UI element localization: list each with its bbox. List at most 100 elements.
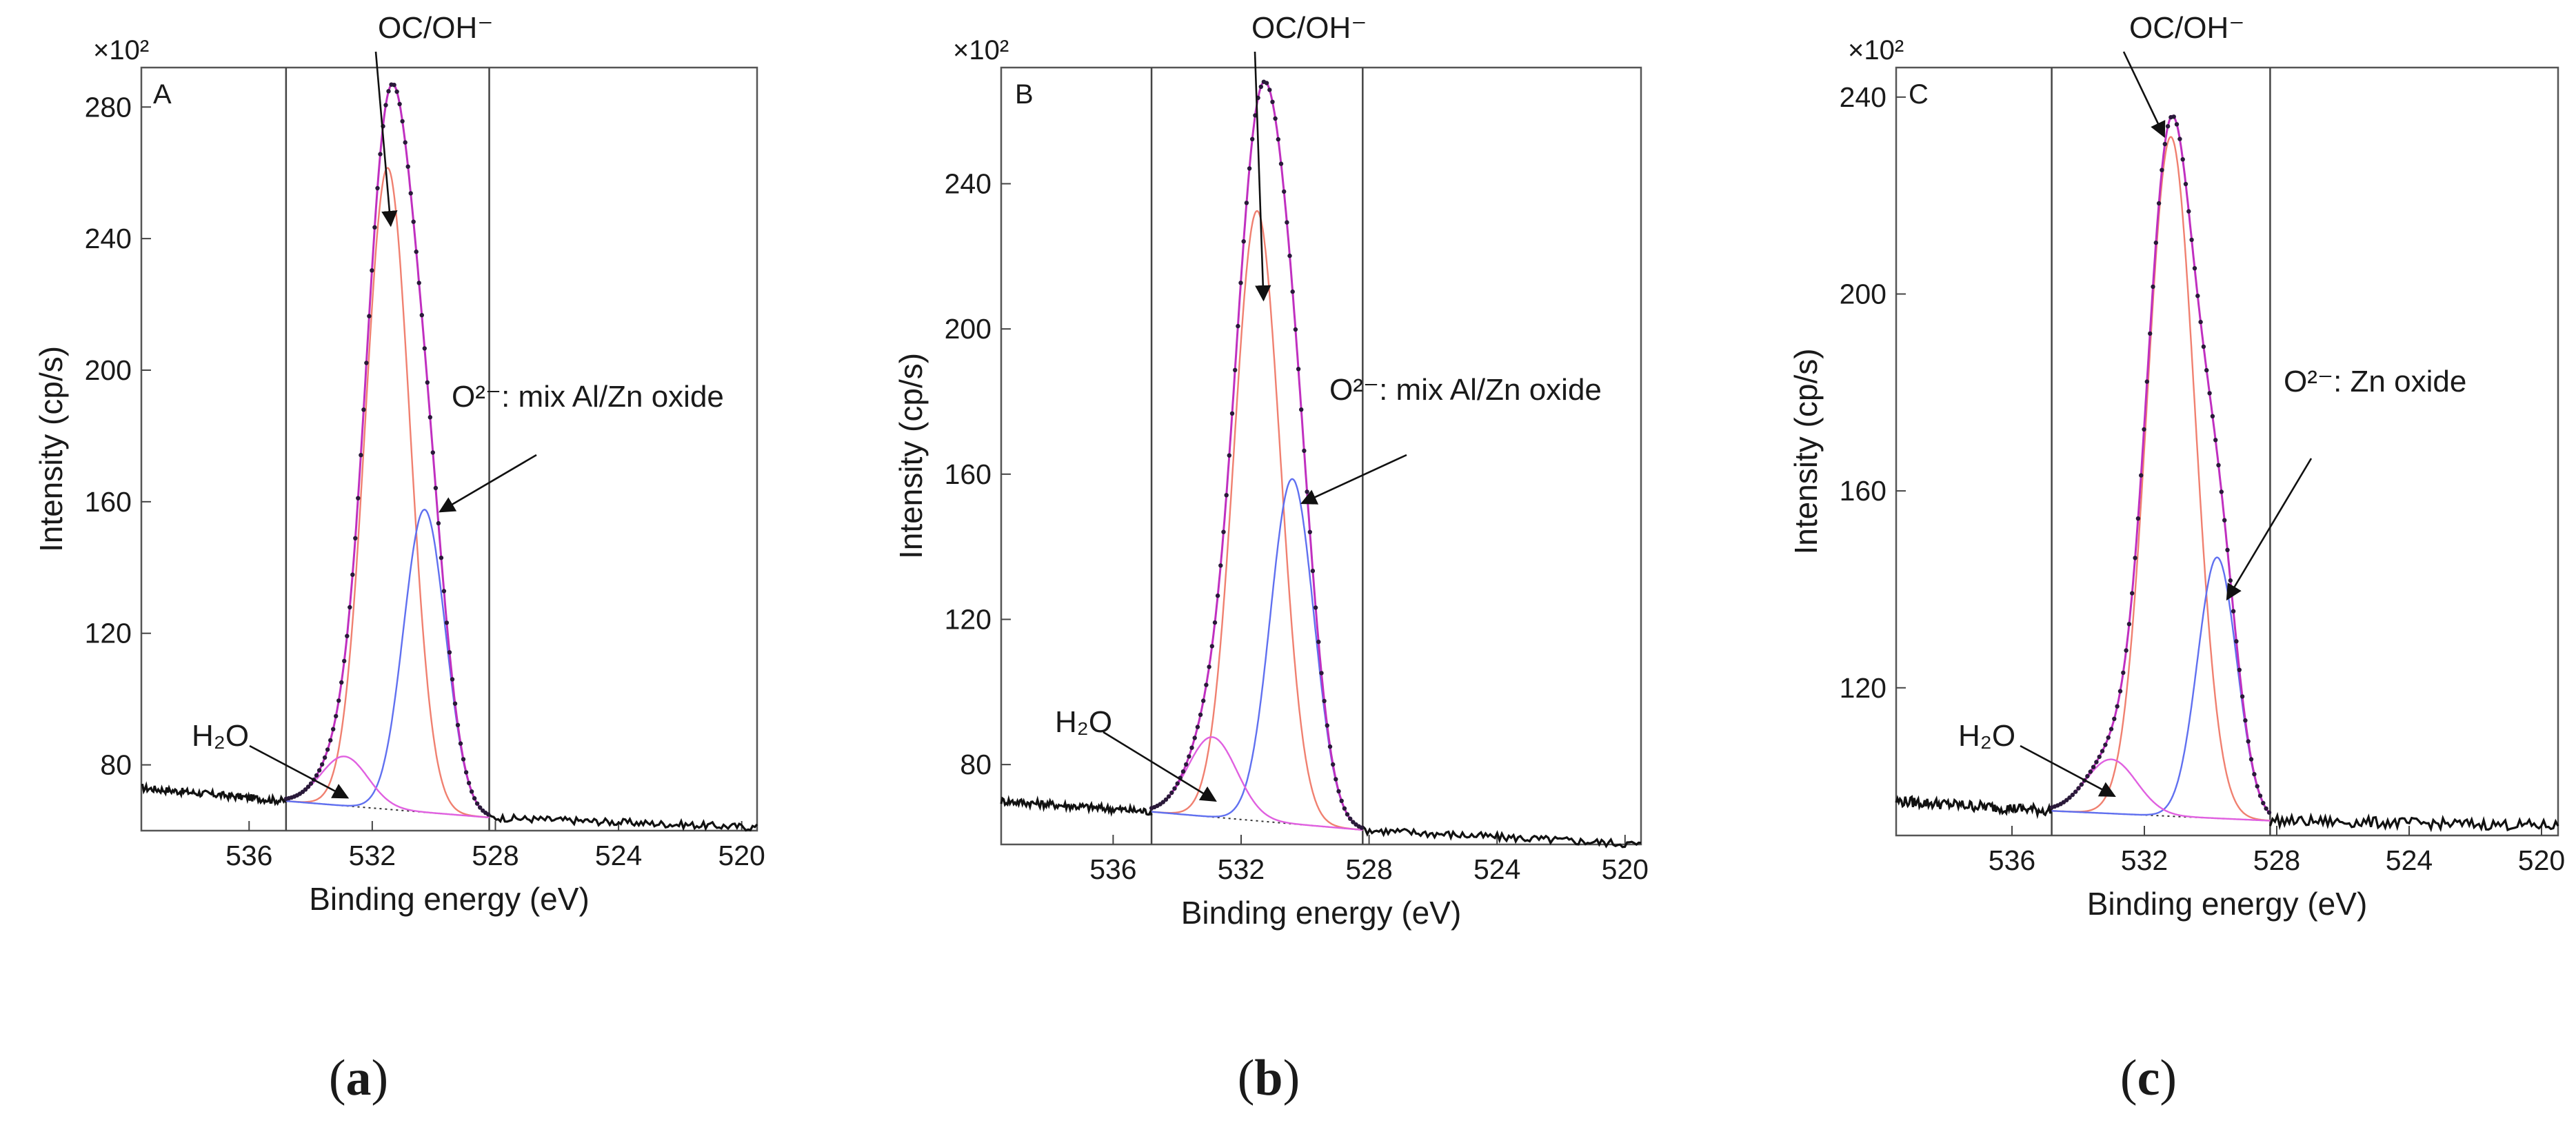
data-point [425, 380, 430, 385]
data-point [2160, 168, 2164, 172]
data-point [1334, 777, 1338, 782]
data-point [1236, 323, 1240, 329]
y-tick-label: 280 [85, 91, 132, 123]
component-oxide-peak [2051, 556, 2271, 816]
data-point [414, 250, 419, 254]
data-point [2085, 773, 2090, 779]
data-point [1322, 698, 1327, 704]
data-point [403, 140, 407, 145]
data-point [2142, 427, 2146, 432]
data-point [375, 185, 380, 191]
data-point [1160, 800, 1166, 804]
plot-frame [140, 66, 758, 832]
data-point [400, 119, 405, 124]
data-point [419, 313, 424, 318]
data-point [2248, 757, 2254, 762]
data-point [478, 805, 483, 810]
data-point [1345, 812, 1350, 817]
data-point [2106, 735, 2111, 740]
data-point [2216, 463, 2221, 467]
data-point [1204, 682, 1209, 687]
x-tick-label: 528 [1345, 853, 1392, 885]
data-point [2243, 718, 2248, 723]
data-point [2165, 124, 2171, 129]
data-point [1351, 820, 1356, 824]
data-point [2103, 742, 2108, 747]
data-point [350, 572, 355, 577]
data-point [2162, 141, 2167, 147]
y-multiplier: ×10² [1848, 35, 1904, 65]
data-point [2186, 209, 2191, 214]
data-point [1267, 88, 1272, 92]
component-oc-oh-peak [285, 167, 490, 819]
data-point [1238, 281, 1243, 285]
x-tick-label: 536 [1989, 844, 2035, 876]
data-point [463, 770, 469, 775]
x-tick-label: 532 [2121, 844, 2168, 876]
data-point [2067, 795, 2072, 800]
data-point [1299, 407, 1304, 412]
data-point [370, 268, 374, 273]
data-point [1218, 563, 1223, 568]
data-point [452, 701, 458, 706]
data-point [361, 407, 366, 412]
data-point [2130, 591, 2135, 596]
x-axis-title: Binding energy (eV) [2087, 886, 2368, 922]
raw-trace-left [1000, 795, 1153, 817]
data-point [2246, 739, 2251, 744]
data-point [450, 677, 455, 682]
data-point [1241, 239, 1246, 244]
data-point [1187, 754, 1191, 759]
data-point [1180, 769, 1186, 774]
y-multiplier: ×10² [953, 35, 1009, 65]
x-tick-label: 520 [2518, 844, 2565, 876]
x-tick-label: 532 [1218, 853, 1265, 885]
data-point [455, 722, 461, 728]
data-point [1166, 794, 1171, 799]
annotation-h2o-label: H₂O [192, 719, 249, 753]
data-point [383, 103, 388, 108]
data-point [2222, 518, 2227, 523]
data-point [2204, 367, 2209, 373]
data-points [283, 82, 491, 817]
data-point [1285, 220, 1289, 225]
data-point [2115, 704, 2120, 709]
data-point [1207, 665, 1211, 669]
data-point [386, 89, 391, 94]
data-point [1327, 744, 1333, 749]
data-point [1336, 789, 1341, 794]
envelope-fit [2051, 114, 2271, 815]
data-point [2144, 379, 2149, 384]
data-point [1342, 806, 1347, 811]
data-point [1316, 639, 1321, 645]
data-point [353, 536, 358, 540]
data-point [1270, 99, 1275, 104]
y-tick-label: 120 [945, 603, 992, 635]
data-point [2112, 716, 2117, 722]
data-point [2231, 609, 2236, 614]
data-point [2195, 294, 2200, 298]
data-point [2094, 760, 2099, 764]
data-point [394, 89, 399, 94]
data-point [411, 219, 416, 224]
annotation-oxide-label: O²⁻: Zn oxide [2284, 365, 2466, 398]
data-point [1175, 781, 1180, 786]
data-point [1296, 367, 1301, 372]
y-tick-label: 160 [945, 458, 992, 490]
data-point [2189, 237, 2194, 243]
y-tick-label: 80 [100, 749, 132, 781]
component-oc-oh-peak [2051, 136, 2271, 822]
annotation-oc-oh-arrow [1254, 51, 1271, 302]
x-tick-label: 536 [225, 840, 272, 871]
data-point [439, 556, 444, 560]
panel-letter: A [153, 79, 172, 110]
data-point [1359, 825, 1365, 830]
y-tick-label: 160 [85, 486, 132, 518]
annotation-oxide-label: O²⁻: mix Al/Zn oxide [1329, 373, 1602, 407]
raw-trace-left [141, 781, 288, 807]
data-point [2183, 181, 2188, 187]
data-point [2100, 749, 2105, 753]
data-point [433, 485, 439, 491]
data-point [1215, 594, 1220, 598]
